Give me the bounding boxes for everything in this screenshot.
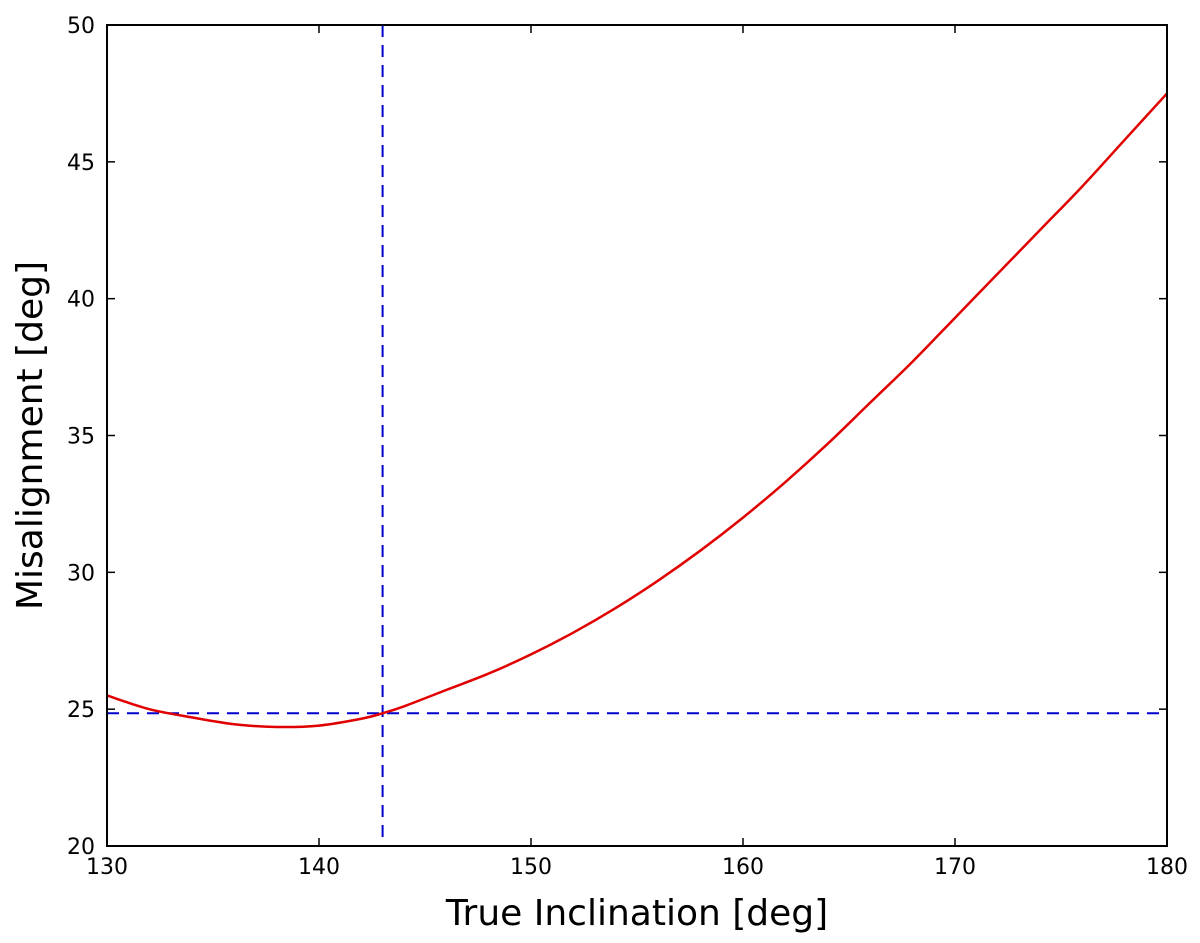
- y-tick-label: 40: [67, 288, 95, 313]
- x-axis-ticks: 130 140 150 160 170 180: [86, 25, 1188, 880]
- y-tick-label: 50: [67, 14, 95, 39]
- x-tick-label: 130: [86, 855, 128, 880]
- y-tick-label: 45: [67, 151, 95, 176]
- y-tick-label: 30: [67, 561, 95, 586]
- y-tick-label: 20: [67, 835, 95, 860]
- y-axis-label: Misalignment [deg]: [10, 261, 51, 610]
- x-tick-label: 180: [1146, 855, 1188, 880]
- series-line: [106, 92, 1168, 729]
- x-tick-label: 150: [510, 855, 552, 880]
- reference-lines: [107, 25, 1167, 846]
- plot-frame: [106, 24, 1168, 847]
- x-tick-label: 170: [934, 855, 976, 880]
- x-tick-label: 160: [722, 855, 764, 880]
- y-tick-label: 35: [67, 425, 95, 450]
- y-tick-label: 25: [67, 698, 95, 723]
- x-tick-label: 140: [298, 855, 340, 880]
- x-axis-label: True Inclination [deg]: [445, 893, 828, 934]
- y-axis-ticks: 20 25 30 35 40 45 50: [67, 14, 1167, 860]
- series-layer: [106, 92, 1168, 729]
